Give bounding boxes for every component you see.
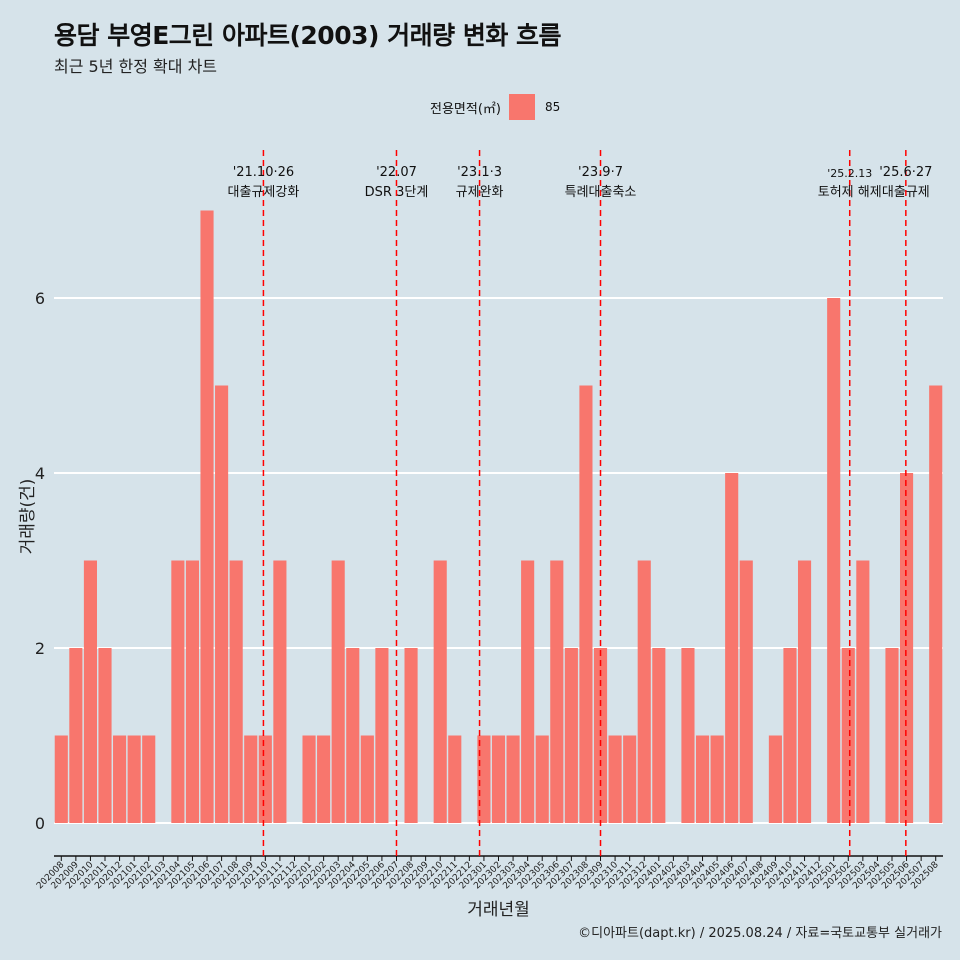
- event-name-label: DSR 3단계: [365, 185, 429, 200]
- y-tick-label: 4: [35, 464, 45, 483]
- bar-202409: [768, 735, 782, 823]
- bar-202106: [200, 210, 214, 823]
- bar-202303: [506, 735, 520, 823]
- bar-202012: [113, 735, 127, 823]
- y-axis-label: 거래량(건): [18, 479, 38, 555]
- bar-202109: [244, 735, 258, 823]
- bar-202404: [695, 735, 710, 823]
- legend-key-swatch: [508, 94, 535, 120]
- bar-202502: [841, 648, 855, 823]
- legend-title: 전용면적(㎡): [430, 101, 501, 117]
- event-name-label: 대출규제강화: [228, 185, 300, 200]
- bar-202008: [54, 735, 68, 823]
- bar-202406: [725, 473, 739, 823]
- event-date-label: '25.2.13: [827, 167, 872, 180]
- source-caption: ©디아파트(dapt.kr) / 2025.08.24 / 자료=국토교통부 실…: [578, 926, 942, 941]
- legend-entry-label: 85: [544, 100, 561, 114]
- event-name-label: 토허제 해제: [818, 185, 882, 200]
- bar-202310: [608, 735, 622, 823]
- bar-202203: [331, 560, 345, 823]
- bar-202204: [346, 648, 360, 823]
- bar-202102: [142, 735, 156, 823]
- bar-202009: [69, 648, 83, 823]
- bar-202205: [360, 735, 374, 823]
- y-tick-label: 6: [35, 289, 45, 308]
- bar-202306: [550, 560, 564, 823]
- bar-202503: [856, 560, 870, 823]
- bar-202311: [623, 735, 637, 823]
- bar-202305: [535, 735, 549, 823]
- event-date-label: '23.9·7: [578, 165, 623, 180]
- bar-202011: [98, 648, 112, 823]
- bar-202301: [477, 735, 491, 823]
- x-axis-label: 거래년월: [467, 900, 530, 920]
- bar-202206: [375, 648, 389, 823]
- bar-202202: [317, 735, 331, 823]
- bar-202508: [929, 385, 943, 823]
- bar-202211: [448, 735, 462, 823]
- bar-202304: [521, 560, 535, 823]
- event-name-label: 대출규제: [882, 185, 930, 200]
- bar-202010: [83, 560, 97, 823]
- event-name-label: 특례대출축소: [565, 185, 637, 200]
- event-date-label: '25.6·27: [879, 165, 932, 180]
- legend: 전용면적(㎡) 85: [430, 94, 560, 120]
- bar-202308: [579, 385, 593, 823]
- bar-202107: [215, 385, 229, 823]
- bar-202201: [302, 735, 316, 823]
- bar-202405: [710, 735, 724, 823]
- bar-202506: [900, 473, 914, 823]
- bar-202108: [229, 560, 243, 823]
- bar-202208: [404, 648, 418, 823]
- event-date-label: '23.1·3: [457, 165, 502, 180]
- chart-title: 용담 부영E그린 아파트(2003) 거래량 변화 흐름: [54, 21, 562, 50]
- bar-202312: [637, 560, 651, 823]
- bar-202403: [681, 648, 695, 823]
- y-tick-label: 2: [35, 639, 45, 658]
- bar-202411: [797, 560, 812, 823]
- chart-subtitle: 최근 5년 한정 확대 차트: [54, 57, 218, 76]
- bar-202210: [433, 560, 447, 823]
- bar-202307: [564, 648, 578, 823]
- bar-202101: [127, 735, 141, 823]
- bar-202505: [885, 648, 899, 823]
- y-tick-label: 0: [35, 814, 45, 833]
- bar-202110: [258, 735, 272, 823]
- event-date-label: '22.07: [376, 165, 417, 180]
- event-name-label: 규제완화: [456, 185, 504, 200]
- bar-202302: [491, 735, 506, 823]
- bar-202410: [783, 648, 797, 823]
- bar-202111: [273, 560, 287, 823]
- bar-202104: [171, 560, 185, 823]
- bar-202407: [739, 560, 753, 823]
- bar-202105: [185, 560, 200, 823]
- event-date-label: '21.10·26: [233, 165, 294, 180]
- bar-202501: [827, 298, 841, 823]
- bar-202401: [652, 648, 666, 823]
